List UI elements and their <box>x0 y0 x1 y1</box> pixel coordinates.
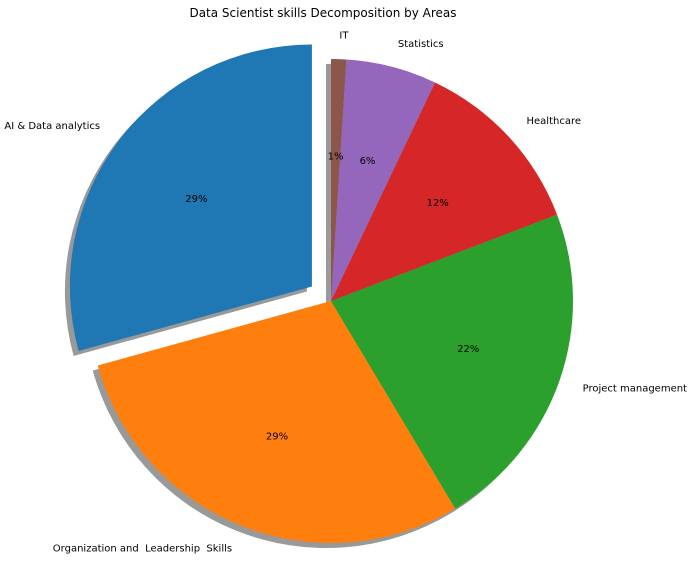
slice-ai-data-analytics <box>69 44 312 351</box>
slice-label-ai-data-analytics: AI & Data analytics <box>4 121 100 132</box>
slice-organization-and-leadership-skills <box>97 301 456 543</box>
slice-percent-project-management: 22% <box>457 344 479 355</box>
slice-label-organization-and-leadership-skills: Organization and Leadership Skills <box>53 544 232 555</box>
slice-statistics <box>331 59 436 301</box>
slice-healthcare <box>331 82 558 302</box>
chart-title: Data Scientist skills Decomposition by A… <box>189 6 456 20</box>
slice-label-statistics: Statistics <box>398 39 444 50</box>
slice-it <box>331 59 347 301</box>
pie-slices <box>69 44 573 543</box>
slice-percent-ai-data-analytics: 29% <box>185 194 207 205</box>
slice-label-project-management: Project management <box>583 384 687 395</box>
slice-percent-organization-and-leadership-skills: 29% <box>266 431 288 442</box>
slice-percent-healthcare: 12% <box>427 198 449 209</box>
slice-project-management <box>331 214 573 509</box>
slice-percent-it: 1% <box>328 151 344 162</box>
pie-labels: AI & Data analytics 29% Organization and L… <box>4 30 687 554</box>
slice-label-it: IT <box>339 30 349 41</box>
slice-label-healthcare: Healthcare <box>527 116 582 127</box>
slice-percent-statistics: 6% <box>360 156 376 167</box>
